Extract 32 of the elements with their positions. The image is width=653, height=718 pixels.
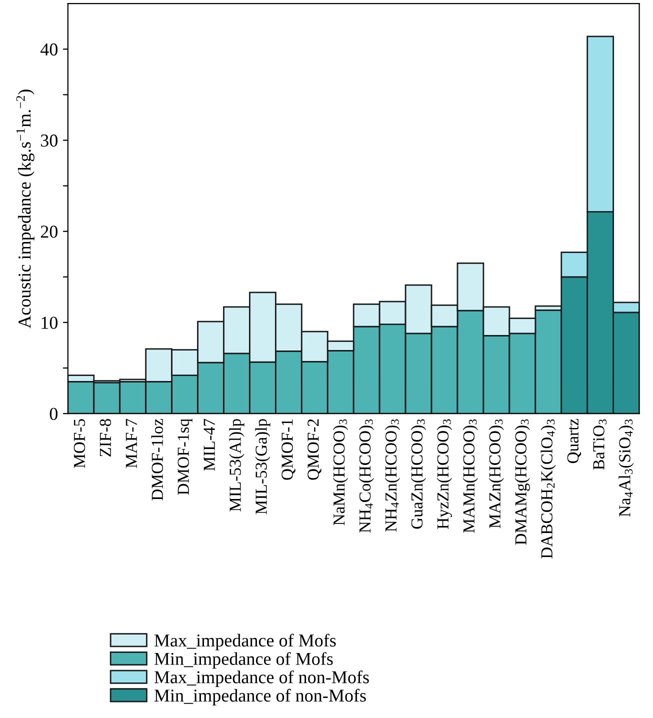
y-tick-label: 40 — [40, 43, 58, 56]
y-tick-label: 0 — [50, 408, 58, 420]
x-tick-label: DABCOH$_{2}$K(ClO$_{4}$)$_{3}$ — [540, 419, 556, 558]
x-tick-label: HyzZn(HCOO)$_{3}$ — [436, 419, 452, 529]
x-tick-label: Quartz — [567, 418, 582, 464]
x-tick-label: MAZn(HCOO)$_{3}$ — [488, 419, 504, 528]
x-tick-label: ZIF-8 — [100, 419, 112, 457]
x-tick-label: Na$_{4}$Al$_{3}$(SiO$_{4}$)$_{3}$ — [618, 419, 634, 517]
x-tick-label: MIL-53(Al)lp — [229, 419, 244, 512]
legend-label: Max_impedance of Mofs — [154, 634, 336, 650]
y-tick-label: 30 — [41, 134, 58, 147]
x-tick-label: MAMn(HCOO)$_{3}$ — [462, 419, 478, 533]
legend-label: Min_impedance of Mofs — [154, 652, 333, 669]
x-tick-label: QMOF-1 — [282, 419, 296, 480]
x-tick-label: MAF-7 — [126, 418, 137, 468]
y-tick-label: 20 — [40, 226, 58, 238]
x-tick-label: DMAMg(HCOO)$_{3}$ — [514, 419, 530, 545]
x-tick-label: MIL-53(Ga)lp — [255, 419, 270, 514]
legend-label: Max_impedance of non-Mofs — [154, 670, 369, 687]
y-tick-label: 10 — [42, 316, 58, 329]
legend-label: Min_impedance of non-Mofs — [154, 688, 366, 706]
x-tick-label: MIL-47 — [204, 418, 215, 471]
x-tick-label: NH$_{4}$Zn(HCOO)$_{3}$ — [384, 419, 400, 532]
x-tick-label: QMOF-2 — [308, 419, 322, 480]
x-tick-label: GuaZn(HCOO)$_{3}$ — [410, 419, 426, 529]
x-tick-label: DMOF-1sq — [178, 418, 192, 495]
y-axis-title: Acoustic impedance (kg.s$^{−1}$m.$^{−2}$) — [16, 90, 34, 328]
x-tick-label: NaMn(HCOO)$_{3}$ — [332, 419, 348, 526]
x-tick-label: NH$_{4}$Co(HCOO)$_{3}$ — [358, 419, 374, 533]
x-tick-label: BaTiO$_{3}$ — [593, 419, 607, 470]
x-tick-label: DMOF-1loz — [151, 418, 163, 500]
x-tick-label: MOF-5 — [74, 419, 86, 468]
